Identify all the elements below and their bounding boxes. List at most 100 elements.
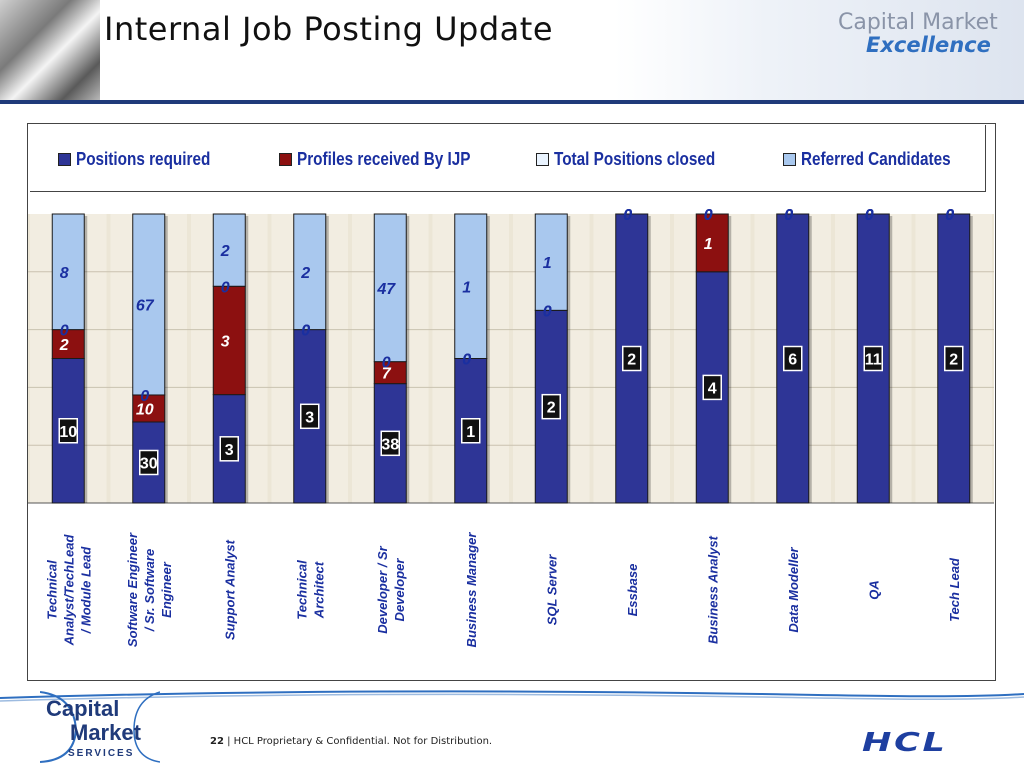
page-number: 22 [210,736,224,747]
data-label: 2 [220,243,230,260]
x-tick-label: Engineer [159,561,174,618]
x-tick-label: Business Analyst [705,535,720,644]
data-label: 1 [466,424,475,441]
legend-item-closed: Total Positions closed [536,147,744,171]
data-label: 1 [704,236,713,253]
x-tick-label: Essbase [625,564,640,617]
data-label: 0 [945,207,954,224]
svg-text:SERVICES: SERVICES [68,748,134,759]
x-tick-label: Support Analyst [222,539,237,640]
data-label: 0 [865,207,874,224]
x-tick-label: / Sr. Software [142,549,157,632]
data-label: 10 [59,424,77,441]
legend-item-positions: Positions required [58,147,234,171]
data-label: 0 [784,207,793,224]
data-label: 0 [623,207,632,224]
data-label: 0 [704,207,713,224]
data-label: 0 [945,207,954,224]
data-label: 67 [136,297,155,314]
x-tick-label: / Module Lead [78,546,93,635]
x-tick-label: Technical [44,560,59,620]
data-label: 0 [60,323,69,340]
x-tick-label: Tech Lead [947,557,962,622]
data-label: 0 [301,323,310,340]
data-label: 2 [59,337,69,354]
capital-market-services-logo: Capital Market SERVICES [39,690,161,764]
bar-segment [212,213,246,287]
data-label-box [58,418,78,444]
data-label: 38 [381,436,399,453]
svg-text:Market: Market [70,720,142,745]
legend-label-positions: Positions required [76,148,211,169]
data-label: 11 [865,352,882,369]
data-label: 1 [543,255,552,272]
data-label-box [380,430,400,457]
header-photo [0,0,100,102]
header-rule [0,100,1024,104]
data-label: 6 [788,352,797,369]
footer-notice-text: HCL Proprietary & Confidential. Not for … [233,736,493,747]
page-title: Internal Job Posting Update [104,10,553,48]
data-label-box [300,403,320,430]
data-label: 0 [865,207,874,224]
legend-label-profiles: Profiles received By IJP [297,148,471,169]
data-label: 0 [221,279,230,296]
x-tick-label: Business Manager [464,532,479,648]
data-label: 0 [543,303,552,320]
footer-confidential-notice: 22 | HCL Proprietary & Confidential. Not… [210,736,492,747]
bar-segment [373,213,407,363]
footer-separator: | [227,736,231,747]
data-label: 2 [547,400,556,417]
x-tick-label: QA [866,580,881,600]
data-label: 2 [627,352,636,369]
legend-swatch-referred [783,152,796,166]
brand-name-line1: Capital Market [838,10,998,35]
x-tick-label: Technical [294,560,309,620]
bar-segment [51,329,85,360]
x-tick-label: SQL Server [544,554,559,626]
legend-label-closed: Total Positions closed [554,148,716,169]
legend-swatch-closed [536,152,549,166]
data-label-box [541,393,561,420]
bar-segment [132,213,166,396]
data-label: 0 [784,207,793,224]
hcl-logo: HCL [862,728,948,758]
data-label-box [783,345,803,372]
bar-segment [293,213,327,331]
data-label-box [622,345,642,372]
data-label-box [139,449,159,476]
legend-swatch-profiles [279,152,292,166]
x-tick-label: Developer [392,558,407,622]
data-label: 0 [704,207,713,224]
data-label-box [219,436,239,462]
data-label: 0 [784,207,793,224]
data-label: 0 [382,355,391,372]
data-label: 30 [140,455,158,472]
data-label: 3 [225,442,234,459]
data-label: 0 [462,352,471,369]
data-label: 0 [623,207,632,224]
data-label-box [944,345,964,372]
data-label: 0 [462,352,471,369]
data-label: 0 [301,323,310,340]
legend-item-referred: Referred Candidates [783,147,977,171]
x-tick-label: Software Engineer [125,532,140,647]
header-band [0,0,1024,104]
data-label: 1 [462,279,471,296]
bar-segment [454,213,488,359]
bar-segment [132,394,166,423]
legend-label-referred: Referred Candidates [801,148,951,169]
data-label-box [863,345,883,372]
data-label: 0 [543,303,552,320]
data-label: 10 [136,401,154,418]
chart-legend [30,125,986,192]
data-label-box [702,374,722,401]
data-label: 0 [140,388,149,405]
data-label: 0 [945,207,954,224]
data-label: 3 [305,409,314,426]
data-label-box [461,418,481,444]
data-label: 3 [221,333,230,350]
bar-segment [534,213,568,311]
bar-segment [51,213,85,331]
